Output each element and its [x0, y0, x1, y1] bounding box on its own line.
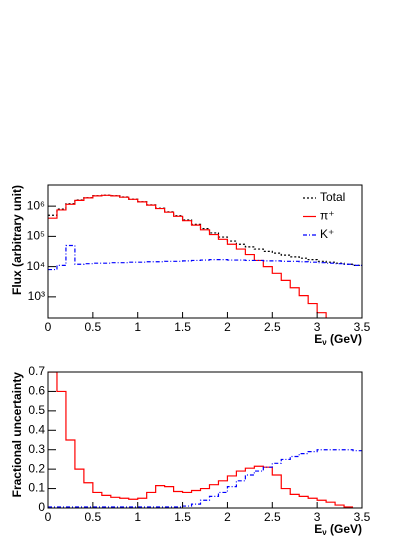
x-tick-label: 1.5	[174, 510, 191, 524]
legend-label: π⁺	[320, 209, 335, 223]
x-tick-label: 2.5	[264, 510, 281, 524]
x-tick-label: 0.5	[85, 510, 102, 524]
y-tick-label: 0	[38, 500, 45, 514]
x-label-sub: ν	[322, 338, 327, 347]
x-tick-label: 2.5	[264, 320, 281, 334]
x-tick-label: 2	[224, 510, 231, 524]
x-tick-label: 3	[314, 510, 321, 524]
frame	[47, 371, 363, 509]
y-tick-label: 10⁵	[27, 229, 45, 243]
histogram-line	[48, 372, 354, 508]
x-tick-label: 1	[134, 320, 141, 334]
y-tick-label: 0.1	[28, 481, 45, 495]
frame	[47, 184, 363, 319]
x-tick-label: 1	[134, 510, 141, 524]
x-tick-label: 3.5	[354, 320, 371, 334]
y-tick-label: 0.3	[28, 442, 45, 456]
x-tick-label: 0	[45, 320, 52, 334]
y-tick-label: 0.5	[28, 403, 45, 417]
x-label-sub: ν	[322, 528, 327, 537]
y-axis-label: Fractional uncertainty	[10, 372, 24, 498]
x-axis-label: Eν (GeV)	[314, 332, 362, 347]
x-tick-label: 0	[45, 510, 52, 524]
x-tick-label: 1.5	[174, 320, 191, 334]
histogram-line	[48, 244, 362, 271]
y-axis-label: Flux (arbitrary unit)	[10, 185, 24, 295]
x-tick-label: 3.5	[354, 510, 371, 524]
y-tick-label: 0.6	[28, 384, 45, 398]
plot-area	[48, 194, 362, 318]
x-label-main: E	[314, 522, 322, 536]
y-tick-label: 10³	[28, 289, 45, 303]
histogram-line	[48, 449, 362, 508]
y-tick-label: 10⁶	[27, 198, 45, 212]
x-label-unit: (GeV)	[327, 522, 362, 536]
y-tick-label: 0.7	[28, 364, 45, 378]
legend-label: K⁺	[320, 227, 334, 241]
x-label-main: E	[314, 332, 322, 346]
legend-label: Total	[320, 190, 345, 204]
y-tick-label: 0.2	[28, 461, 45, 475]
x-label-unit: (GeV)	[327, 332, 362, 346]
histogram-line	[48, 194, 327, 318]
x-tick-label: 2	[224, 320, 231, 334]
x-tick-label: 3	[314, 320, 321, 334]
y-tick-label: 10⁴	[26, 259, 45, 273]
x-axis-label: Eν (GeV)	[314, 522, 362, 537]
plot-area	[48, 372, 362, 508]
y-tick-label: 0.4	[28, 422, 45, 436]
x-tick-label: 0.5	[85, 320, 102, 334]
